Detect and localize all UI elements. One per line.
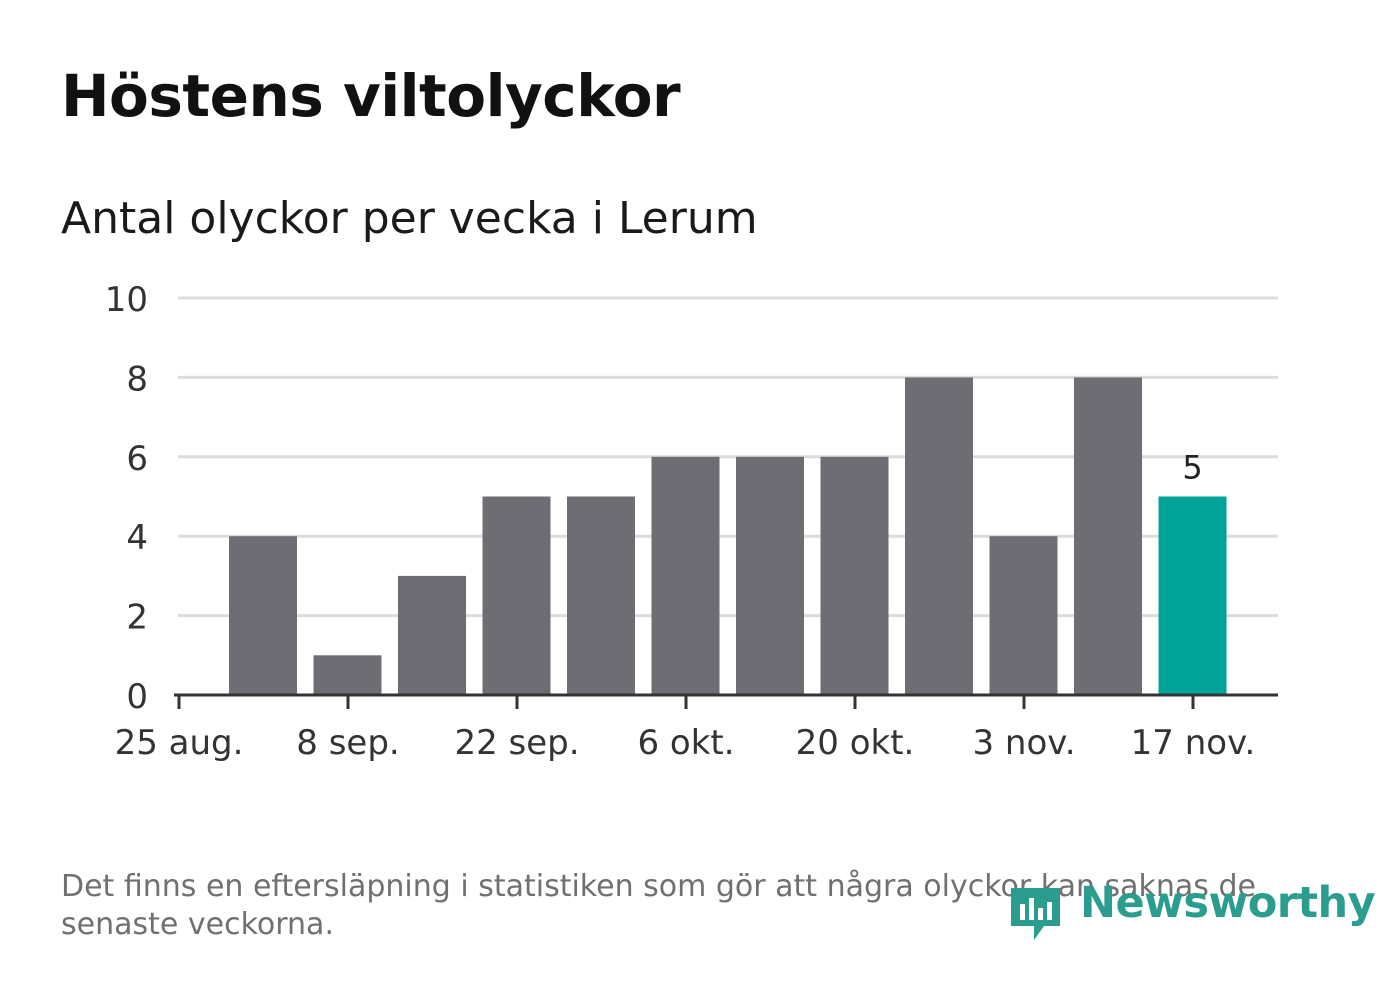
- bars: [229, 377, 1227, 695]
- chart-subtitle: Antal olyckor per vecka i Lerum: [61, 193, 758, 244]
- y-tick-label-8: 8: [126, 359, 148, 399]
- bar-6: [736, 456, 804, 695]
- x-tick-label-1: 8 sep.: [296, 723, 399, 763]
- newsworthy-logo: Newsworthy: [1008, 874, 1376, 946]
- y-axis-tick-labels: 0 2 4 6 8 10: [105, 280, 148, 717]
- bar-5: [651, 456, 720, 695]
- y-tick-label-0: 0: [126, 677, 148, 717]
- x-tick-label-4: 20 okt.: [796, 723, 915, 763]
- bar-3: [482, 496, 551, 695]
- x-tick-label-6: 17 nov.: [1131, 723, 1256, 763]
- bar-9: [989, 536, 1058, 695]
- bar-4: [567, 496, 635, 695]
- data-labels: 5: [1182, 449, 1202, 487]
- x-tick-label-5: 3 nov.: [972, 723, 1075, 763]
- newsworthy-logo-text: Newsworthy: [1080, 878, 1376, 928]
- x-axis-tick-labels: 25 aug. 8 sep. 22 sep. 6 okt. 20 okt. 3 nov. 1…: [115, 723, 1256, 763]
- newsworthy-logo-icon: [1011, 888, 1060, 940]
- x-tick-label-3: 6 okt.: [637, 723, 734, 763]
- x-axis: [174, 693, 1278, 709]
- x-tick-label-0: 25 aug.: [115, 723, 244, 763]
- bar-10: [1074, 377, 1142, 695]
- footnote: Det finns en eftersläpning i statistiken…: [61, 869, 1256, 942]
- bar-11: [1158, 496, 1227, 695]
- bar-chart: 0 2 4 6 8 10 25 aug. 8 sep. 22 sep. 6 okt. 20 okt…: [105, 280, 1278, 763]
- bar-8: [905, 377, 973, 695]
- data-label-11: 5: [1182, 449, 1202, 487]
- bar-0: [229, 536, 297, 695]
- bar-2: [398, 575, 466, 695]
- bar-7: [820, 456, 889, 695]
- bar-1: [313, 655, 382, 695]
- y-tick-label-10: 10: [105, 280, 148, 320]
- y-tick-label-2: 2: [126, 598, 148, 638]
- chart-title: Höstens viltolyckor: [61, 62, 681, 130]
- y-tick-label-6: 6: [126, 439, 148, 479]
- x-tick-label-2: 22 sep.: [454, 723, 579, 763]
- y-tick-label-4: 4: [126, 518, 148, 558]
